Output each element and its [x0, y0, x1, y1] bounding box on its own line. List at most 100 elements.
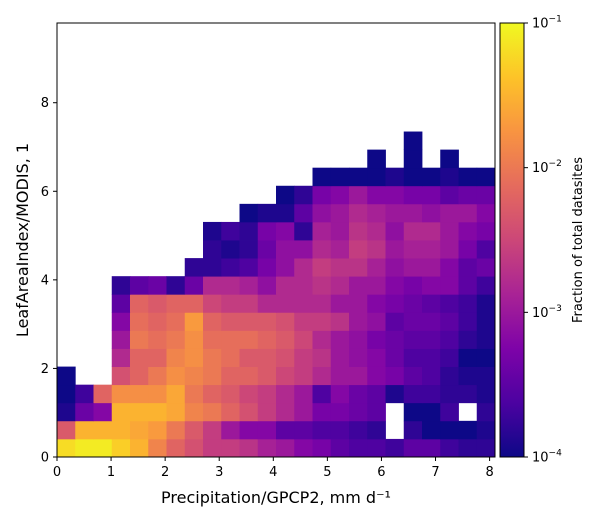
heatmap-cell — [184, 312, 204, 331]
heatmap-cell — [440, 258, 459, 277]
heatmap-cell — [111, 438, 131, 458]
heatmap-cell — [403, 185, 423, 205]
heatmap-cell — [148, 330, 167, 349]
heatmap-cell — [440, 221, 459, 241]
heatmap-cell — [75, 384, 94, 404]
heatmap-cell — [403, 330, 423, 349]
heatmap-cell — [111, 420, 131, 440]
heatmap-cell — [367, 294, 386, 313]
heatmap-cell — [367, 276, 386, 295]
heatmap-cell — [276, 312, 295, 331]
heatmap-cell — [148, 438, 167, 458]
heatmap-cell — [166, 348, 186, 367]
heatmap-cell — [130, 420, 149, 440]
y-tick-label: 2 — [41, 362, 49, 377]
heatmap-cell — [239, 420, 259, 440]
heatmap-cell — [257, 312, 277, 331]
heatmap-cell — [330, 167, 350, 187]
heatmap-cell — [440, 294, 459, 313]
y-tick-label: 0 — [41, 451, 49, 466]
heatmap-cell — [75, 402, 94, 422]
heatmap-cell — [294, 402, 313, 422]
heatmap-cell — [367, 402, 386, 422]
heatmap-cell — [130, 402, 149, 422]
heatmap-cell — [257, 438, 277, 458]
heatmap-cell — [367, 330, 386, 349]
heatmap-cell — [130, 276, 149, 295]
heatmap-cell — [349, 294, 368, 313]
heatmap-cell — [440, 438, 459, 458]
y-tick-label: 4 — [41, 273, 49, 288]
heatmap-cell — [57, 420, 76, 440]
heatmap-cell — [257, 221, 277, 241]
heatmap-cell — [184, 420, 204, 440]
heatmap-cell — [440, 149, 459, 169]
heatmap-cell — [239, 366, 259, 386]
heatmap-cell — [422, 384, 441, 404]
heatmap-cell — [367, 221, 386, 241]
heatmap-cell — [349, 366, 368, 386]
heatmap-cell — [458, 366, 478, 386]
heatmap-cell — [203, 438, 222, 458]
heatmap-cell — [166, 294, 186, 313]
heatmap-cell — [257, 203, 277, 223]
heatmap-cell — [422, 312, 441, 331]
heatmap-cell — [458, 330, 478, 349]
heatmap-cell — [330, 384, 350, 404]
heatmap-cell — [257, 420, 277, 440]
heatmap-cell — [312, 240, 332, 259]
heatmap-cell — [294, 312, 313, 331]
heatmap-cell — [294, 366, 313, 386]
heatmap-cell — [330, 240, 350, 259]
heatmap-cell — [312, 330, 332, 349]
heatmap-cell — [111, 348, 131, 367]
heatmap-cell — [239, 312, 259, 331]
heatmap-cell — [403, 312, 423, 331]
y-axis-label: LeafAreaIndex/MODIS, 1 — [13, 143, 32, 337]
heatmap-cell — [385, 240, 405, 259]
heatmap-cell — [203, 402, 222, 422]
heatmap-cell — [166, 366, 186, 386]
heatmap-cell — [239, 438, 259, 458]
colorbar-ticks: 10−1 10−2 10−3 10−4 — [524, 15, 562, 466]
heatmap-cell — [476, 203, 496, 223]
heatmap-cell — [403, 366, 423, 386]
y-tick-label: 6 — [41, 185, 49, 200]
heatmap-cell — [440, 312, 459, 331]
heatmap-cell — [458, 276, 478, 295]
x-tick-label: 0 — [53, 465, 61, 480]
heatmap-cell — [148, 294, 167, 313]
heatmap-cell — [294, 276, 313, 295]
heatmap-cell — [403, 348, 423, 367]
heatmap-cell — [257, 258, 277, 277]
heatmap-cell — [385, 294, 405, 313]
colorbar — [499, 22, 525, 458]
heatmap-cell — [367, 240, 386, 259]
x-axis-label: Precipitation/GPCP2, mm d⁻¹ — [161, 488, 391, 507]
heatmap-cell — [330, 312, 350, 331]
heatmap-cell — [476, 185, 496, 205]
x-tick-label: 8 — [485, 465, 493, 480]
heatmap-cell — [349, 258, 368, 277]
heatmap-cell — [367, 366, 386, 386]
heatmap-cell — [349, 240, 368, 259]
heatmap-cell — [330, 330, 350, 349]
heatmap-cell — [403, 420, 423, 440]
heatmap-cell — [111, 330, 131, 349]
heatmap-cell — [403, 149, 423, 169]
heatmap-cell — [312, 438, 332, 458]
heatmap-cell — [93, 420, 113, 440]
heatmap-cell — [440, 167, 459, 187]
heatmap-cell — [166, 276, 186, 295]
heatmap-cell — [184, 276, 204, 295]
heatmap-cell — [221, 221, 240, 241]
x-tick-label: 5 — [323, 465, 331, 480]
heatmap-cell — [385, 258, 405, 277]
heatmap-cell — [203, 312, 222, 331]
heatmap-cell — [440, 240, 459, 259]
heatmap-cell — [458, 167, 478, 187]
heatmap-cell — [312, 185, 332, 205]
heatmap-cell — [130, 384, 149, 404]
heatmap-cell — [257, 348, 277, 367]
heatmap-cell — [349, 203, 368, 223]
